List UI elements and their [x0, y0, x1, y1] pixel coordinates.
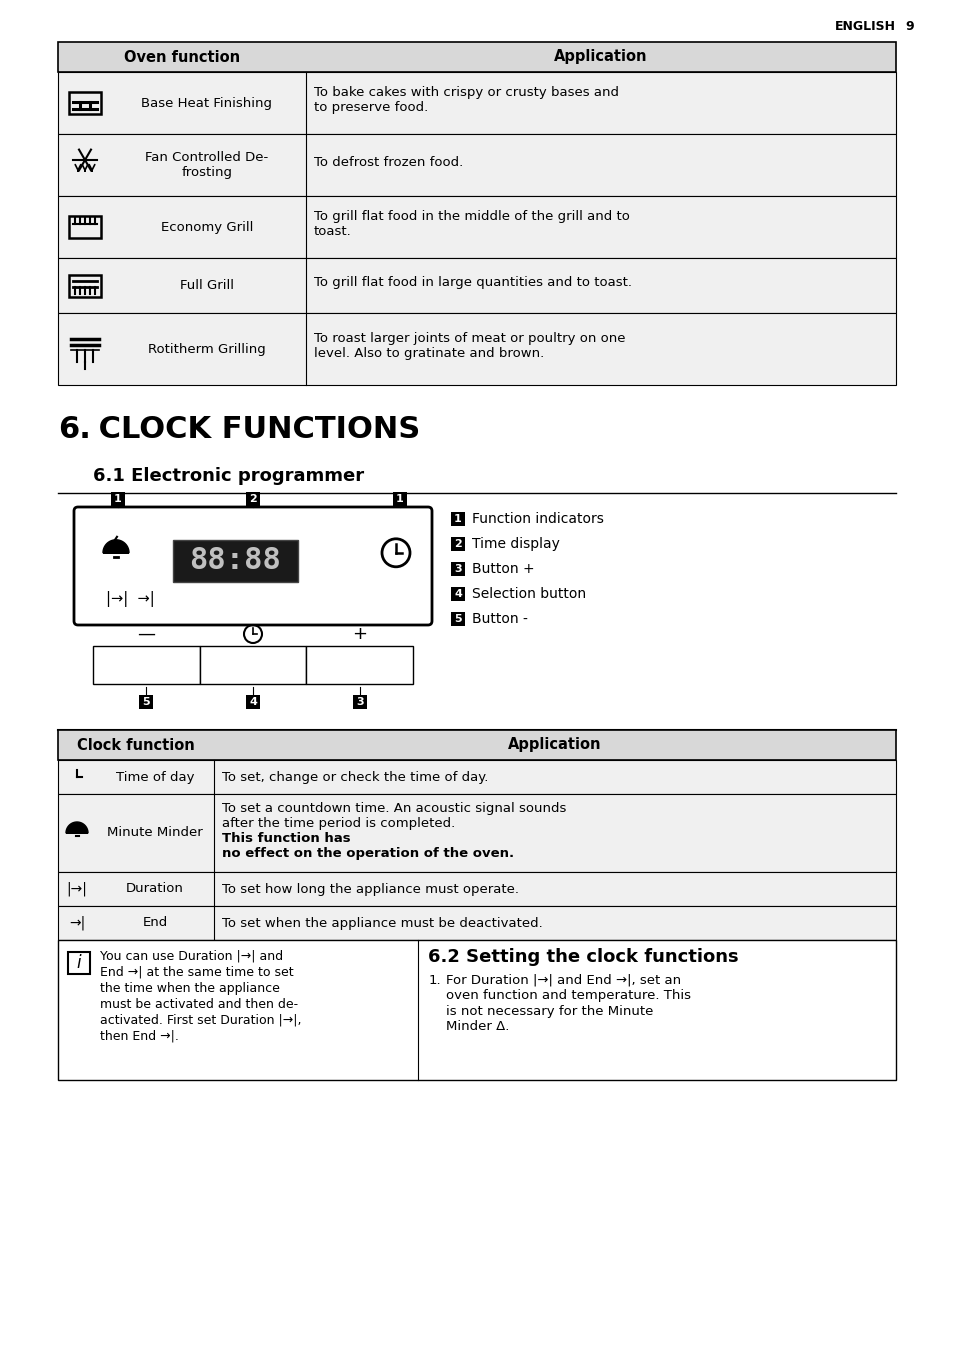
Text: For Duration |→| and End →|, set an: For Duration |→| and End →|, set an	[446, 973, 680, 987]
Bar	[58, 794, 895, 872]
Text: |→|  →|: |→| →|	[106, 591, 154, 607]
Text: Full Grill: Full Grill	[180, 279, 233, 292]
Bar	[246, 695, 260, 708]
Text: CLOCK FUNCTIONS: CLOCK FUNCTIONS	[88, 415, 420, 443]
Text: To defrost frozen food.: To defrost frozen food.	[314, 155, 463, 169]
Text: 4: 4	[249, 698, 256, 707]
Text: oven function and temperature. This: oven function and temperature. This	[446, 990, 691, 1002]
Bar	[451, 562, 464, 576]
Text: Fan Controlled De-
frosting: Fan Controlled De- frosting	[145, 151, 269, 178]
Text: 1.: 1.	[428, 973, 440, 987]
Text: End: End	[142, 917, 168, 930]
Text: 1: 1	[395, 493, 403, 504]
Text: Minute Minder: Minute Minder	[107, 826, 203, 840]
Bar	[246, 492, 260, 506]
Text: Selection button: Selection button	[472, 587, 585, 602]
Text: 6.: 6.	[58, 415, 91, 443]
Text: 1: 1	[454, 514, 461, 525]
Bar	[306, 646, 413, 684]
Text: then End →|.: then End →|.	[100, 1030, 179, 1042]
Text: To roast larger joints of meat or poultry on one
level. Also to gratinate and br: To roast larger joints of meat or poultr…	[314, 333, 625, 360]
Bar	[69, 274, 101, 296]
Text: ENGLISH: ENGLISH	[834, 20, 895, 32]
Bar	[69, 92, 101, 114]
Text: To set when the appliance must be deactivated.: To set when the appliance must be deacti…	[222, 917, 542, 930]
Bar	[393, 492, 407, 506]
Text: 6.1 Electronic programmer: 6.1 Electronic programmer	[92, 466, 364, 485]
FancyBboxPatch shape	[74, 507, 432, 625]
Text: |→|: |→|	[67, 882, 88, 896]
Text: 3: 3	[355, 698, 363, 707]
Text: Minder Δ.: Minder Δ.	[446, 1021, 509, 1033]
Bar	[451, 537, 464, 552]
Text: Oven function: Oven function	[124, 50, 240, 65]
Bar	[58, 760, 895, 794]
Text: To grill flat food in large quantities and to toast.: To grill flat food in large quantities a…	[314, 276, 631, 289]
Text: Application: Application	[554, 50, 647, 65]
Bar	[199, 646, 306, 684]
Text: To set a countdown time. An acoustic signal sounds
after the time period is comp: To set a countdown time. An acoustic sig…	[222, 802, 566, 830]
Text: Button +: Button +	[472, 562, 534, 576]
Text: 4: 4	[454, 589, 461, 599]
Bar	[58, 258, 895, 314]
Bar	[58, 940, 895, 1080]
Text: 5: 5	[454, 614, 461, 625]
Text: To bake cakes with crispy or crusty bases and
to preserve food.: To bake cakes with crispy or crusty base…	[314, 87, 618, 114]
Text: You can use Duration |→| and: You can use Duration |→| and	[100, 950, 283, 963]
Bar	[69, 216, 101, 238]
Bar	[58, 872, 895, 906]
Bar	[58, 134, 895, 196]
Bar	[353, 695, 366, 708]
Bar	[58, 314, 895, 385]
Polygon shape	[66, 822, 88, 833]
Text: Base Heat Finishing: Base Heat Finishing	[141, 96, 273, 110]
Text: i: i	[76, 955, 81, 972]
Bar	[139, 695, 153, 708]
Text: must be activated and then de-: must be activated and then de-	[100, 998, 297, 1011]
Text: 5: 5	[142, 698, 150, 707]
Bar	[451, 612, 464, 626]
Bar	[92, 646, 199, 684]
Bar	[68, 952, 90, 973]
Bar	[58, 42, 895, 72]
Text: Application: Application	[508, 737, 601, 753]
Text: Function indicators: Function indicators	[472, 512, 603, 526]
Text: 6.2 Setting the clock functions: 6.2 Setting the clock functions	[428, 948, 739, 965]
Bar	[111, 492, 125, 506]
Text: the time when the appliance: the time when the appliance	[100, 982, 279, 995]
Text: 2: 2	[249, 493, 256, 504]
Bar	[172, 539, 297, 581]
Bar	[451, 587, 464, 602]
Text: +: +	[352, 625, 367, 644]
Bar	[58, 196, 895, 258]
Text: →|: →|	[69, 915, 85, 930]
Text: Duration: Duration	[126, 883, 184, 895]
Bar	[58, 906, 895, 940]
Bar	[58, 72, 895, 134]
Text: Economy Grill: Economy Grill	[161, 220, 253, 234]
Text: To set how long the appliance must operate.: To set how long the appliance must opera…	[222, 883, 518, 895]
Text: 88:88: 88:88	[190, 546, 281, 575]
Text: 2: 2	[454, 539, 461, 549]
Text: 1: 1	[114, 493, 122, 504]
Text: Rotitherm Grilling: Rotitherm Grilling	[148, 342, 266, 356]
Text: Time display: Time display	[472, 537, 559, 552]
Text: 9: 9	[904, 20, 913, 32]
Text: 3: 3	[454, 564, 461, 575]
Text: activated. First set Duration |→|,: activated. First set Duration |→|,	[100, 1014, 301, 1028]
Text: —: —	[137, 625, 155, 644]
Text: is not necessary for the Minute: is not necessary for the Minute	[446, 1005, 653, 1018]
Text: To grill flat food in the middle of the grill and to
toast.: To grill flat food in the middle of the …	[314, 210, 629, 238]
Text: End →| at the same time to set: End →| at the same time to set	[100, 965, 294, 979]
Text: Time of day: Time of day	[115, 771, 194, 784]
Bar	[451, 512, 464, 526]
Text: This function has
no effect on the operation of the oven.: This function has no effect on the opera…	[222, 831, 514, 860]
Text: Clock function: Clock function	[77, 737, 194, 753]
Polygon shape	[103, 539, 129, 553]
Text: To set, change or check the time of day.: To set, change or check the time of day.	[222, 771, 488, 784]
Bar	[58, 730, 895, 760]
Text: Button -: Button -	[472, 612, 527, 626]
